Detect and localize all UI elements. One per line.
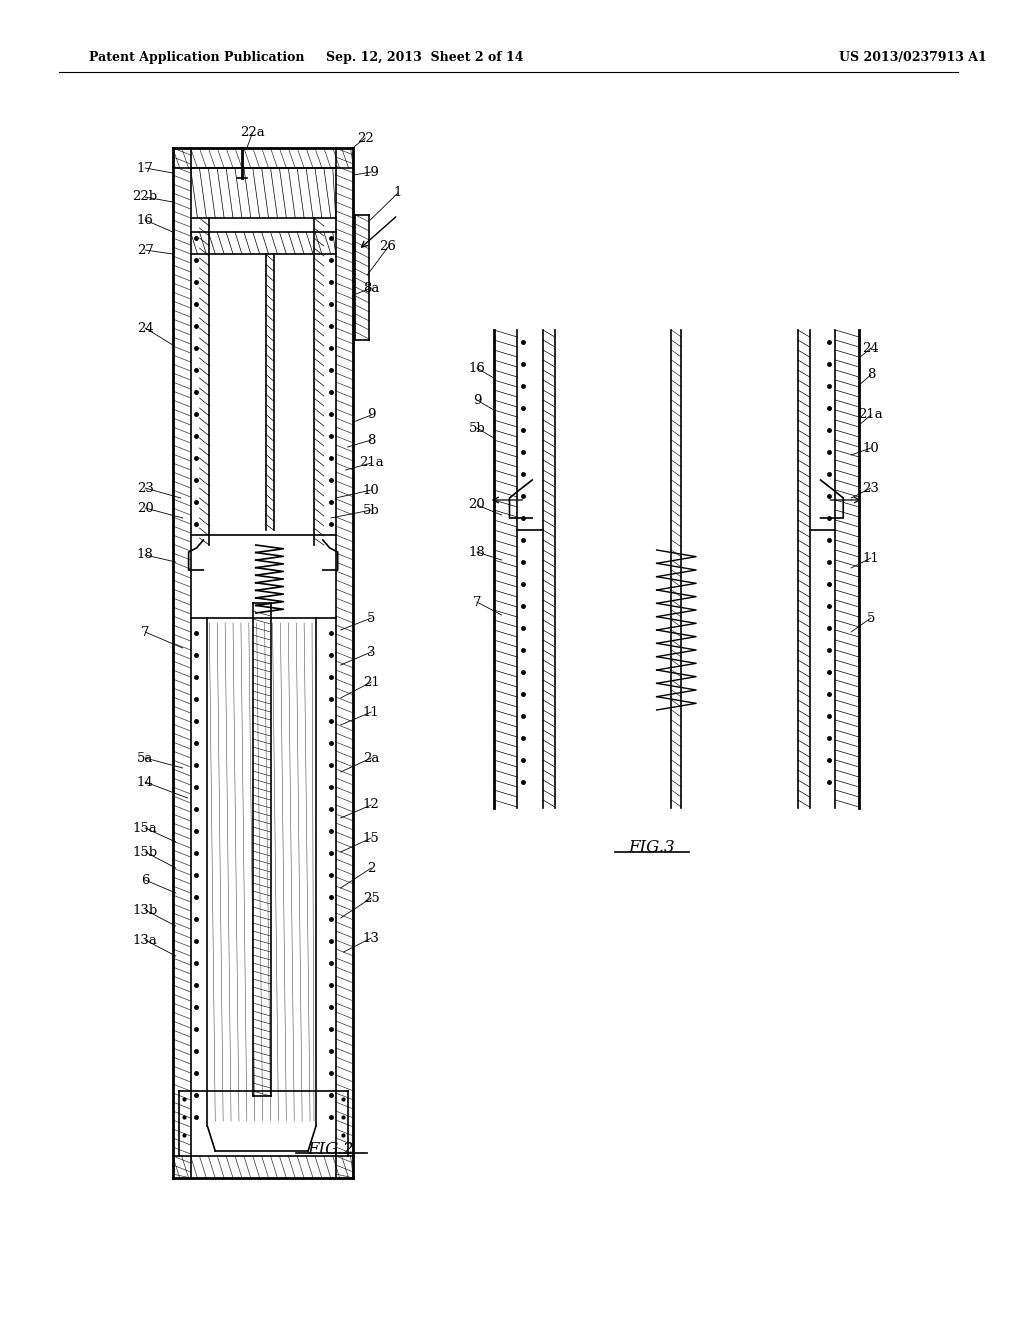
Text: 6: 6: [141, 874, 150, 887]
Text: 23: 23: [862, 482, 880, 495]
Text: 18: 18: [469, 545, 485, 558]
Text: 14: 14: [137, 776, 154, 788]
Text: 21: 21: [362, 676, 380, 689]
Text: 22a: 22a: [241, 125, 265, 139]
Text: 7: 7: [473, 595, 481, 609]
Text: 24: 24: [862, 342, 880, 355]
Text: 11: 11: [362, 705, 380, 718]
Text: 8a: 8a: [364, 281, 380, 294]
Text: 21a: 21a: [358, 457, 384, 470]
Text: 9: 9: [367, 408, 376, 421]
Text: 18: 18: [137, 549, 154, 561]
Text: 8: 8: [367, 433, 376, 446]
Text: Patent Application Publication: Patent Application Publication: [89, 51, 304, 65]
Text: 5a: 5a: [137, 751, 154, 764]
Text: 25: 25: [362, 891, 380, 904]
Text: 17: 17: [137, 161, 154, 174]
Text: 11: 11: [862, 552, 880, 565]
Text: FIG.2: FIG.2: [307, 1142, 354, 1159]
Text: 16: 16: [468, 362, 485, 375]
Text: 13b: 13b: [132, 903, 158, 916]
Text: 15a: 15a: [133, 821, 158, 834]
Text: 5b: 5b: [362, 503, 380, 516]
Text: 2: 2: [367, 862, 376, 874]
Text: 2a: 2a: [364, 751, 380, 764]
Text: 3: 3: [367, 645, 376, 659]
Text: 13a: 13a: [133, 933, 158, 946]
Text: 5: 5: [367, 611, 376, 624]
Text: 24: 24: [137, 322, 154, 334]
Text: 20: 20: [137, 502, 154, 515]
Text: 8: 8: [866, 368, 876, 381]
Text: 26: 26: [380, 240, 396, 253]
Text: 16: 16: [137, 214, 154, 227]
Text: 10: 10: [862, 441, 880, 454]
Text: Sep. 12, 2013  Sheet 2 of 14: Sep. 12, 2013 Sheet 2 of 14: [326, 51, 523, 65]
Text: 22: 22: [357, 132, 374, 144]
Text: 22b: 22b: [132, 190, 158, 203]
Text: 15b: 15b: [132, 846, 158, 858]
Text: 23: 23: [137, 482, 154, 495]
Text: 19: 19: [362, 165, 380, 178]
Text: US 2013/0237913 A1: US 2013/0237913 A1: [840, 51, 987, 65]
Text: 7: 7: [141, 626, 150, 639]
Text: 27: 27: [137, 243, 154, 256]
Text: 20: 20: [469, 499, 485, 511]
Text: 5: 5: [866, 611, 876, 624]
Text: 15: 15: [362, 832, 380, 845]
Text: 10: 10: [362, 483, 380, 496]
Text: 13: 13: [362, 932, 380, 945]
Text: 21a: 21a: [858, 408, 884, 421]
Text: 9: 9: [473, 393, 481, 407]
Text: 5b: 5b: [469, 421, 485, 434]
Text: 12: 12: [362, 799, 380, 812]
Text: FIG.3: FIG.3: [629, 840, 675, 857]
Text: 1: 1: [394, 186, 402, 199]
